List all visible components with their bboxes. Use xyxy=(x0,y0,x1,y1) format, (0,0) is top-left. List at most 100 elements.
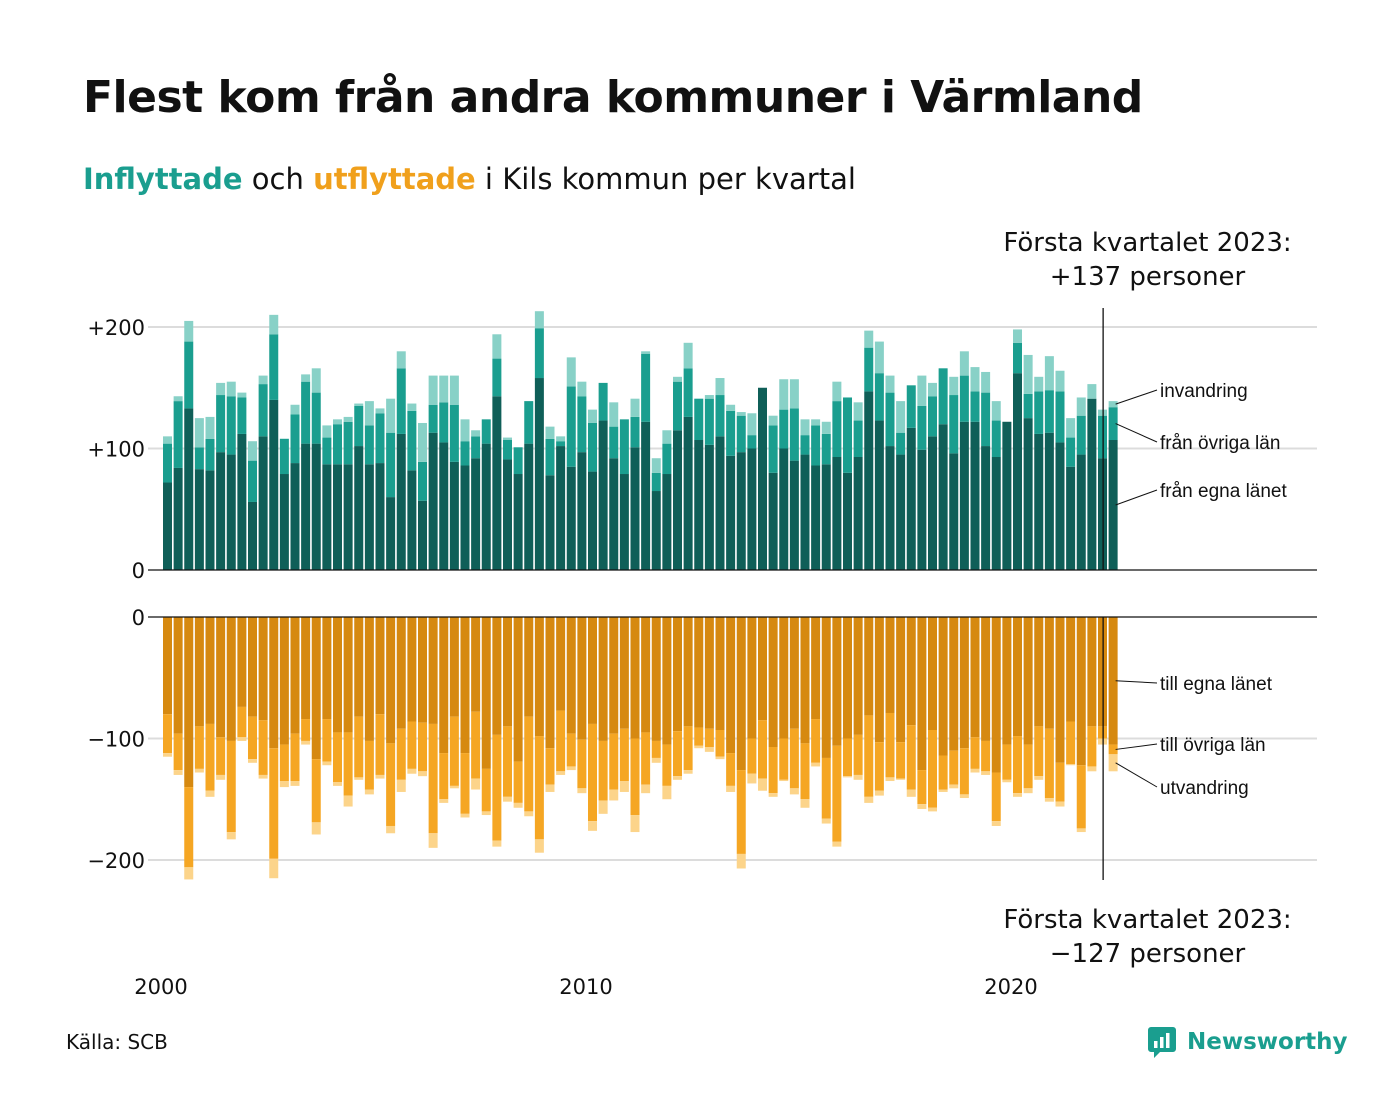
bar-outflow xyxy=(492,617,502,735)
bar-inflow xyxy=(258,375,268,385)
bar-inflow xyxy=(609,458,619,570)
bar-inflow xyxy=(598,420,608,570)
bar-inflow xyxy=(726,455,736,570)
annotation-total-utflyttade: Första kvartalet 2023: −127 personer xyxy=(990,903,1305,971)
bar-outflow xyxy=(566,733,576,767)
bar-inflow xyxy=(566,386,576,467)
bar-inflow xyxy=(439,375,449,403)
bar-outflow xyxy=(800,617,810,744)
bar-inflow xyxy=(1023,393,1033,419)
series-label-in-other: från övriga län xyxy=(1160,433,1280,454)
bar-outflow xyxy=(216,737,226,775)
bar-inflow xyxy=(375,408,385,414)
bar-inflow xyxy=(938,424,948,570)
bar-outflow xyxy=(216,617,226,738)
bar-inflow xyxy=(619,474,629,570)
bar-outflow xyxy=(566,766,576,771)
bar-inflow xyxy=(1044,432,1054,570)
bar-inflow xyxy=(800,419,810,436)
bar-outflow xyxy=(290,617,300,734)
annotation-top-line1: Första kvartalet 2023: xyxy=(1003,228,1292,258)
bar-inflow xyxy=(290,414,300,464)
bar-inflow xyxy=(311,443,321,570)
bar-outflow xyxy=(248,759,257,763)
bar-inflow xyxy=(970,421,980,570)
bar-inflow xyxy=(364,425,374,465)
bar-inflow xyxy=(418,422,427,462)
bar-inflow xyxy=(928,396,937,437)
bar-inflow xyxy=(418,461,427,501)
bar-inflow xyxy=(279,438,289,475)
bar-outflow xyxy=(311,617,321,760)
bar-inflow xyxy=(758,387,767,570)
bar-inflow xyxy=(1066,466,1076,570)
bar-outflow xyxy=(471,711,481,779)
bar-outflow xyxy=(821,818,831,824)
bar-inflow xyxy=(694,439,704,570)
bar-outflow xyxy=(269,858,279,879)
bar-outflow xyxy=(481,811,491,816)
bar-outflow xyxy=(704,728,714,748)
bar-outflow xyxy=(503,726,512,797)
bar-inflow xyxy=(1023,418,1033,570)
bar-outflow xyxy=(163,753,172,757)
bar-outflow xyxy=(226,740,236,833)
bar-outflow xyxy=(237,737,247,741)
bar-outflow xyxy=(439,799,449,803)
bar-inflow xyxy=(184,320,194,342)
bar-inflow xyxy=(386,497,396,570)
bar-outflow xyxy=(1076,617,1086,766)
bar-outflow xyxy=(619,781,629,792)
bar-inflow xyxy=(630,416,640,448)
leader-line xyxy=(1115,743,1158,750)
bar-outflow xyxy=(449,785,459,789)
bar-inflow xyxy=(938,368,948,425)
bar-outflow xyxy=(194,768,204,773)
bar-inflow xyxy=(588,422,597,472)
bar-inflow xyxy=(981,371,991,393)
bar-outflow xyxy=(545,617,555,749)
bar-outflow xyxy=(301,740,311,745)
bar-inflow xyxy=(928,382,937,397)
bar-outflow xyxy=(630,617,640,739)
bar-inflow xyxy=(524,401,534,444)
bar-outflow xyxy=(545,784,555,792)
bar-outflow xyxy=(1055,762,1065,802)
bar-outflow xyxy=(534,736,544,840)
bar-outflow xyxy=(545,748,555,785)
leader-line xyxy=(1115,489,1158,506)
bar-outflow xyxy=(800,743,810,800)
bar-outflow xyxy=(386,743,396,826)
bar-outflow xyxy=(1108,617,1118,745)
bar-inflow xyxy=(503,439,512,460)
bar-inflow xyxy=(460,441,470,466)
bar-outflow xyxy=(598,740,608,801)
bar-outflow xyxy=(173,770,183,775)
bar-outflow xyxy=(524,617,534,717)
bar-outflow xyxy=(577,617,587,740)
bar-outflow xyxy=(843,617,852,739)
bar-outflow xyxy=(407,768,417,774)
bar-inflow xyxy=(704,395,714,399)
bar-inflow xyxy=(821,433,831,465)
bar-outflow xyxy=(779,779,789,782)
bar-inflow xyxy=(906,427,916,570)
bar-outflow xyxy=(864,715,874,797)
bar-outflow xyxy=(736,853,746,869)
bar-inflow xyxy=(194,447,204,470)
bar-inflow xyxy=(736,452,746,570)
bar-outflow xyxy=(874,617,884,743)
bar-outflow xyxy=(938,617,948,756)
y-tick-label: 0 xyxy=(132,606,145,630)
bar-outflow xyxy=(896,617,906,743)
bar-inflow xyxy=(885,392,895,447)
bar-inflow xyxy=(779,379,789,410)
bar-outflow xyxy=(492,734,502,841)
bar-inflow xyxy=(928,436,937,570)
bar-inflow xyxy=(800,435,810,455)
bar-inflow xyxy=(1013,373,1022,570)
bar-outflow xyxy=(609,617,619,734)
bar-outflow xyxy=(1076,765,1086,829)
bar-outflow xyxy=(1013,617,1022,737)
bar-outflow xyxy=(959,794,969,799)
